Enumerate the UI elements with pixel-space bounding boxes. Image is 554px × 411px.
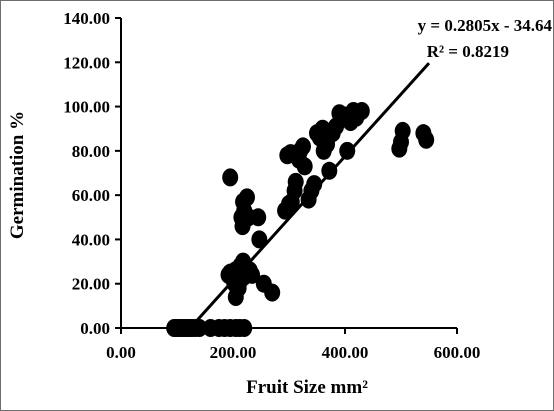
y-tick-label: 100.00 — [63, 98, 110, 117]
y-axis-title: Germination % — [7, 111, 28, 239]
y-tick-label: 140.00 — [63, 9, 110, 28]
data-point — [287, 172, 304, 191]
data-point — [251, 230, 268, 249]
data-point — [250, 208, 267, 227]
data-point — [295, 137, 311, 156]
x-tick-label: 200.00 — [210, 343, 257, 362]
data-point — [296, 157, 313, 176]
data-point — [339, 141, 356, 160]
trendline-group — [189, 62, 431, 330]
data-point — [236, 319, 253, 337]
data-point — [353, 102, 370, 120]
trendline-r-squared: R² = 0.8219 — [427, 42, 509, 61]
y-tick-label: 60.00 — [72, 186, 110, 205]
data-point — [321, 161, 338, 180]
tick-labels: 0.00 20.00 40.00 60.00 80.00 100.00 120.00 140.… — [63, 9, 480, 362]
data-point — [222, 168, 239, 187]
y-tick-label: 20.00 — [72, 275, 110, 294]
data-point — [244, 265, 261, 284]
y-tick-label: 120.00 — [63, 53, 110, 72]
x-tick-label: 600.00 — [434, 343, 481, 362]
data-point — [306, 175, 323, 194]
data-point — [394, 121, 411, 140]
data-point — [264, 283, 281, 302]
trendline-equation: y = 0.2805x - 34.64 — [418, 16, 553, 35]
y-tick-label: 80.00 — [72, 142, 110, 161]
trendline — [189, 62, 431, 330]
data-points — [166, 102, 435, 337]
x-tick-label: 400.00 — [322, 343, 369, 362]
x-tick-label: 0.00 — [106, 343, 136, 362]
data-point — [239, 188, 255, 207]
data-point — [418, 130, 435, 149]
axes — [115, 17, 458, 334]
x-axis-title: Fruit Size mm² — [246, 377, 368, 398]
y-tick-label: 40.00 — [72, 230, 110, 249]
y-tick-label: 0.00 — [80, 319, 110, 338]
